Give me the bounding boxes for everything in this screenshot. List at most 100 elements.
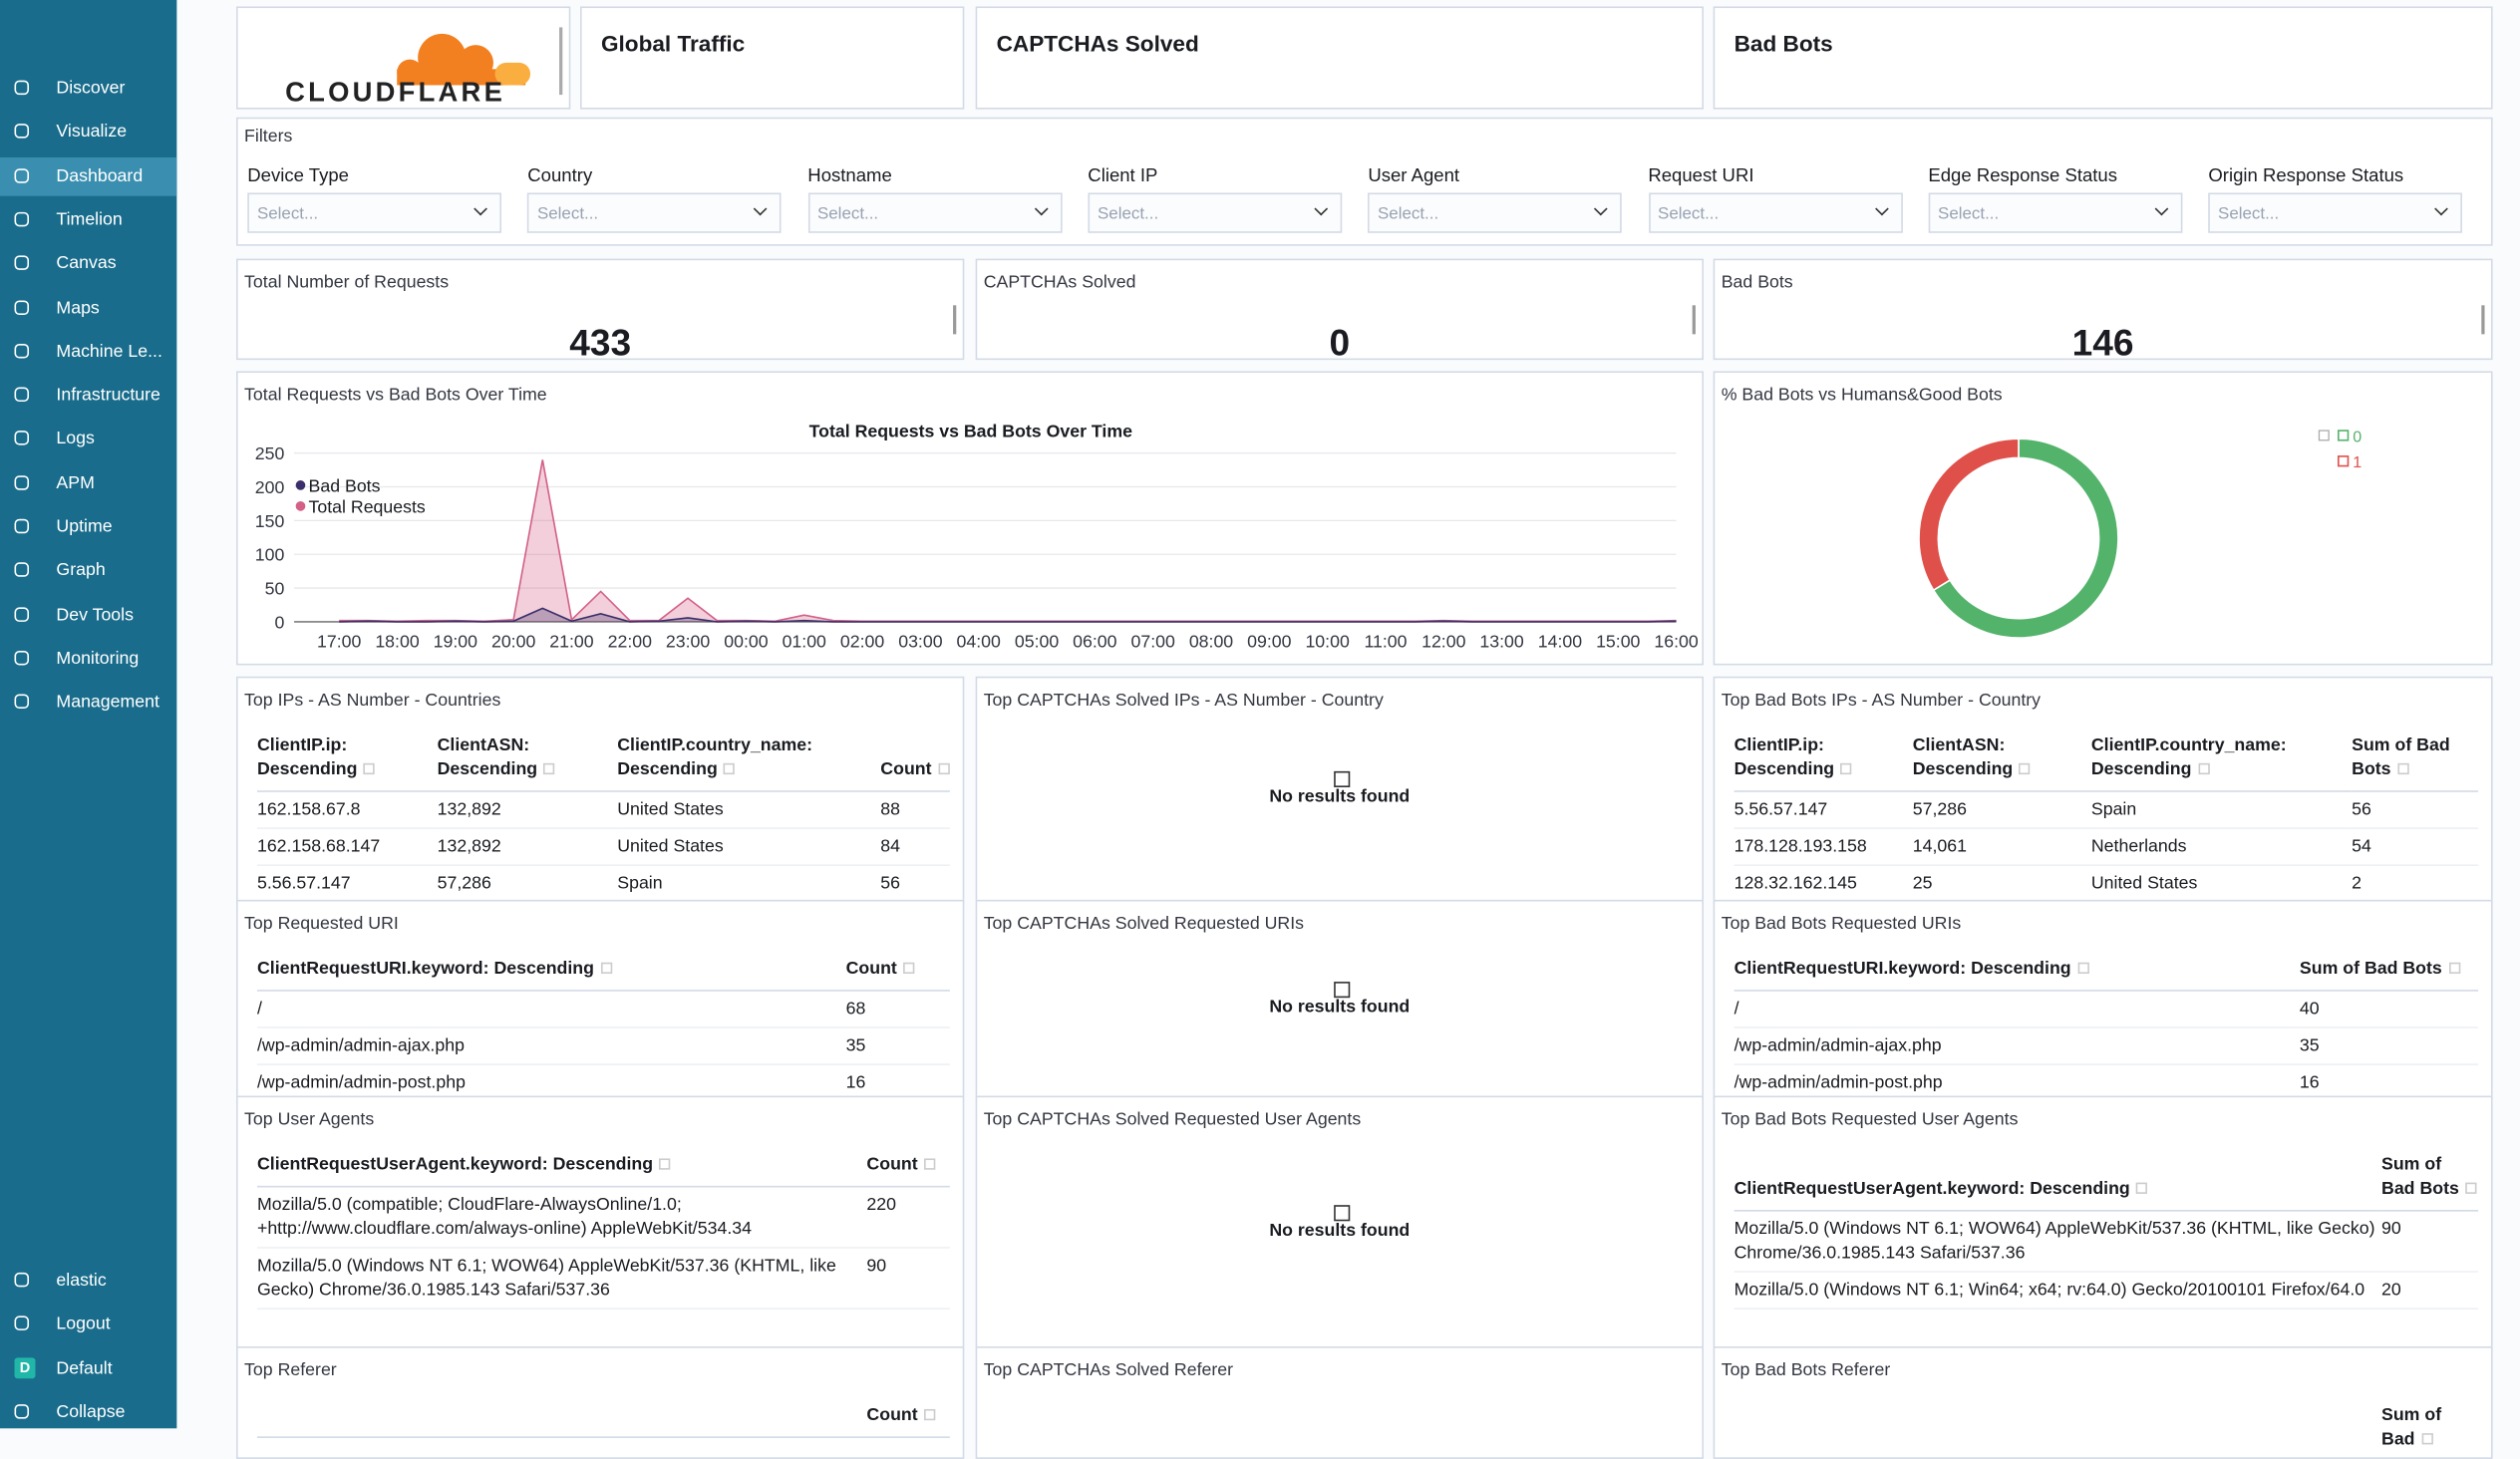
table-head: Sum of Bad	[1733, 1399, 2479, 1458]
filter-select[interactable]: Select...	[1648, 192, 1903, 233]
nav-item[interactable]: Monitoring	[0, 639, 176, 678]
header-panel: CAPTCHAs Solved	[975, 6, 1704, 110]
column-header[interactable]: ClientRequestURI.keyword: Descending	[1733, 953, 2300, 992]
dropdown-arrow	[1874, 201, 1888, 216]
nav-item[interactable]: Discover	[0, 69, 176, 108]
filter-select[interactable]: Select...	[1928, 192, 2183, 233]
header-row: ClientRequestURI.keyword: Descending Sum …	[1733, 953, 2479, 992]
table-body: 5.56.57.147 57,286 Spain 56 178.128.193.158 1…	[1733, 791, 2479, 904]
nav-item[interactable]: Maps	[0, 288, 176, 327]
column-header[interactable]: Count	[866, 1148, 950, 1188]
data-table: ClientIP.ip: Descending ClientASN: Descen…	[256, 729, 950, 904]
filter-select[interactable]: Select...	[807, 192, 1063, 233]
filter-select[interactable]: Select...	[527, 192, 783, 233]
y-tick-label: 0	[275, 612, 285, 632]
nav-item[interactable]: Dev Tools	[0, 595, 176, 634]
filter-select[interactable]: Select...	[1088, 192, 1343, 233]
table-cell: 162.158.68.147	[256, 828, 438, 866]
table-cell: 132,892	[437, 828, 618, 866]
column-header[interactable]	[1733, 1399, 2382, 1458]
panel-title: Top CAPTCHAs Solved Requested URIs	[983, 914, 1305, 934]
nav-label: Canvas	[56, 254, 117, 274]
column-header[interactable]: Sum of Bad	[2381, 1399, 2479, 1458]
filter-select[interactable]: Select...	[2208, 192, 2463, 233]
metric-panel: Bad Bots 146	[1713, 258, 2493, 361]
table-body: Mozilla/5.0 (Windows NT 6.1; WOW64) Appl…	[1733, 1210, 2479, 1310]
column-header[interactable]: ClientRequestUserAgent.keyword: Descendi…	[256, 1148, 867, 1188]
nav-item[interactable]: Uptime	[0, 507, 176, 546]
table-cell: /	[1733, 990, 2300, 1028]
table-row: Mozilla/5.0 (Windows NT 6.1; WOW64) Appl…	[1733, 1210, 2479, 1273]
panel-title: Top CAPTCHAs Solved Requested User Agent…	[983, 1110, 1362, 1130]
column-header[interactable]: ClientIP.country_name: Descending	[617, 729, 881, 792]
column-header[interactable]: ClientIP.ip: Descending	[256, 729, 438, 792]
column-header[interactable]: Count	[866, 1399, 950, 1438]
panel-title: Top Requested URI	[244, 914, 399, 934]
nav-item[interactable]: elastic	[0, 1262, 176, 1301]
x-tick-label: 00:00	[724, 632, 768, 652]
table-cell: 5.56.57.147	[256, 865, 438, 904]
nav-item[interactable]: Timelion	[0, 200, 176, 239]
legend-dot	[295, 480, 306, 490]
column-header[interactable]: ClientIP.ip: Descending	[1733, 729, 1913, 792]
nav-icon	[14, 255, 30, 271]
table-row: /wp-admin/admin-ajax.php 35	[256, 1027, 950, 1065]
nav-label: Logs	[56, 430, 95, 449]
column-header[interactable]: ClientIP.country_name: Descending	[2090, 729, 2353, 792]
filter-select[interactable]: Select...	[1368, 192, 1623, 233]
nav-label: Uptime	[56, 517, 113, 537]
column-header[interactable]: ClientASN: Descending	[437, 729, 618, 792]
column-header[interactable]	[256, 1399, 867, 1438]
column-header[interactable]: ClientRequestURI.keyword: Descending	[256, 953, 846, 992]
nav-item[interactable]: Canvas	[0, 244, 176, 283]
nav-item[interactable]: Logs	[0, 420, 176, 458]
header-text: ClientIP.country_name: Descending	[617, 735, 813, 779]
nav-item[interactable]: Infrastructure	[0, 376, 176, 415]
y-tick-label: 100	[255, 545, 285, 565]
x-tick-label: 13:00	[1479, 632, 1523, 652]
filter-placeholder: Select...	[256, 203, 319, 224]
nav-label: Collapse	[56, 1402, 126, 1422]
column-header[interactable]: Sum of Bad Bots	[2381, 1148, 2479, 1212]
filter-label: Edge Response Status	[1928, 166, 2118, 187]
nav-item[interactable]: APM	[0, 463, 176, 502]
legend-dot	[295, 501, 306, 511]
filter-select[interactable]: Select...	[247, 192, 502, 233]
donut-slice	[1918, 438, 2020, 592]
x-tick-label: 23:00	[666, 632, 710, 652]
legend-swatch	[2338, 430, 2350, 441]
x-tick-label: 17:00	[317, 632, 361, 652]
nav-item[interactable]: Logout	[0, 1306, 176, 1344]
header-row: Count	[256, 1399, 950, 1438]
metric-value: 146	[2071, 321, 2134, 361]
nav-item[interactable]: Graph	[0, 551, 176, 590]
column-header[interactable]: Sum of Bad Bots	[2352, 729, 2479, 792]
nav-item[interactable]: Visualize	[0, 113, 176, 151]
column-header[interactable]: Count	[880, 729, 950, 792]
nav-label: Management	[56, 693, 159, 713]
nav-item[interactable]: Dashboard	[0, 156, 177, 196]
x-tick-label: 14:00	[1538, 632, 1582, 652]
logo: CLOUDFLARE	[285, 27, 563, 108]
line-chart: Total Requests vs Bad Bots Over Time 0 50 1…	[255, 422, 1699, 652]
sort-icon	[600, 962, 612, 975]
scrollbar	[559, 27, 563, 96]
logo-cloud	[397, 69, 526, 86]
chart-title: Total Requests vs Bad Bots Over Time	[809, 422, 1132, 441]
column-header[interactable]: ClientRequestUserAgent.keyword: Descendi…	[1733, 1148, 2382, 1212]
column-header[interactable]: Count	[845, 953, 950, 992]
sort-icon	[363, 762, 376, 775]
nav-item[interactable]: Management	[0, 684, 176, 723]
dropdown-arrow	[2434, 201, 2448, 216]
table-cell: 84	[880, 828, 950, 866]
column-header[interactable]: Sum of Bad Bots	[2299, 953, 2479, 992]
x-tick-label: 06:00	[1073, 632, 1116, 652]
table-cell: 57,286	[437, 865, 618, 904]
table-panel: Top CAPTCHAs Solved IPs - AS Number - Co…	[975, 676, 1704, 905]
panel-title: Top User Agents	[244, 1110, 375, 1130]
nav-item[interactable]: D Default	[0, 1349, 176, 1388]
column-header[interactable]: ClientASN: Descending	[1912, 729, 2091, 792]
nav-item[interactable]: Collapse	[0, 1393, 176, 1432]
nav-item[interactable]: Machine Le...	[0, 332, 176, 371]
x-tick-label: 16:00	[1654, 632, 1698, 652]
